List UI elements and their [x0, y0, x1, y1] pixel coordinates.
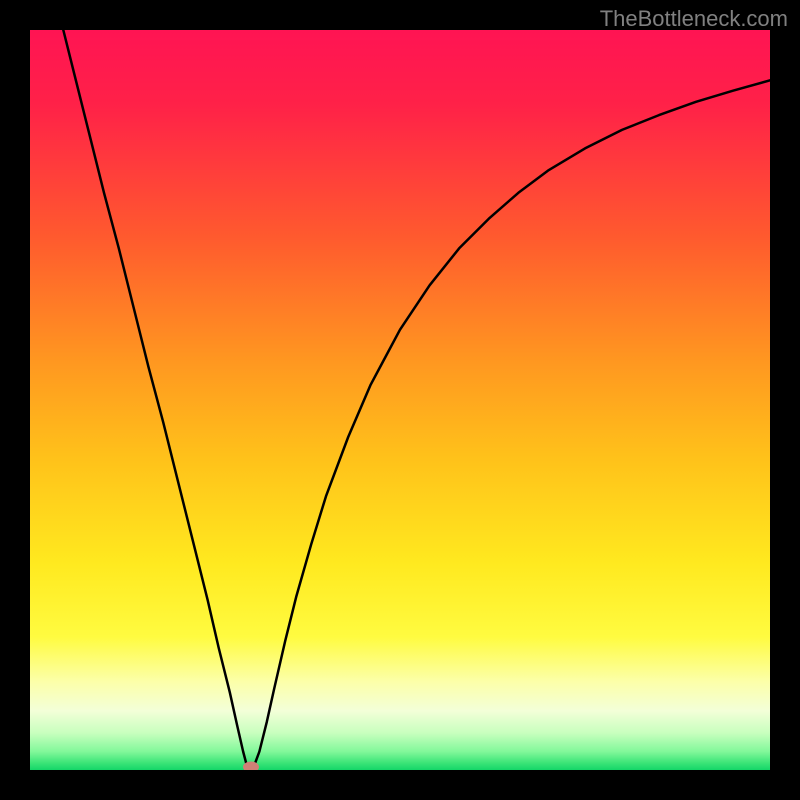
- bottleneck-curve: [30, 30, 770, 770]
- curve-path: [63, 30, 770, 769]
- dip-marker: [243, 761, 259, 770]
- plot-area: [30, 30, 770, 770]
- attribution-text: TheBottleneck.com: [600, 6, 788, 32]
